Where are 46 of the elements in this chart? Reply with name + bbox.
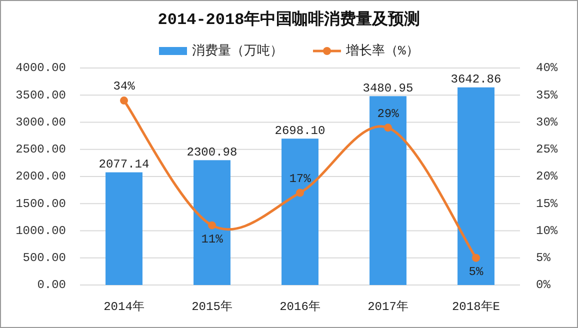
data-label: 3642.86 xyxy=(450,72,502,87)
point xyxy=(296,188,304,197)
y2-tick-label: 10% xyxy=(536,224,558,238)
point xyxy=(472,254,480,262)
y-tick-label: 1500.00 xyxy=(16,196,66,211)
x-tick-label: 2015年 xyxy=(192,300,232,314)
data-label: 2077.14 xyxy=(98,157,150,172)
y2-tick-label: 5% xyxy=(536,251,552,266)
y-tick-label: 2000.00 xyxy=(16,170,66,184)
bar xyxy=(194,160,230,285)
data-label: 11% xyxy=(201,232,224,246)
y-tick-label: 3000.00 xyxy=(16,115,66,130)
data-label: 5% xyxy=(468,265,484,280)
bar xyxy=(106,172,142,285)
chart-title: 2014-2018年中国咖啡消费量及预测 xyxy=(158,10,420,30)
x-tick-label: 2016年 xyxy=(280,300,320,314)
y-tick-label: 2500.00 xyxy=(16,142,66,157)
data-label: 2698.10 xyxy=(274,124,326,138)
bar xyxy=(370,96,406,285)
y2-tick-label: 20% xyxy=(536,170,558,184)
y-tick-label: 0.00 xyxy=(37,278,66,292)
y-tick-label: 1000.00 xyxy=(16,224,66,238)
y2-tick-label: 35% xyxy=(536,88,558,102)
y-tick-label: 500.00 xyxy=(22,251,66,266)
y2-tick-label: 25% xyxy=(536,142,558,157)
y-tick-label: 3500.00 xyxy=(16,88,66,102)
bar xyxy=(458,87,494,285)
point xyxy=(120,96,128,105)
x-tick-label: 2017年 xyxy=(368,300,408,314)
bar xyxy=(282,138,318,285)
legend-label: 消费量（万吨） xyxy=(192,43,283,58)
data-label: 3480.95 xyxy=(362,81,414,96)
y2-tick-label: 15% xyxy=(536,196,558,211)
point xyxy=(384,124,392,132)
data-label: 29% xyxy=(377,106,400,121)
data-label: 34% xyxy=(113,80,136,94)
data-label: 2300.98 xyxy=(186,145,238,160)
x-tick-label: 2018年E xyxy=(452,300,500,314)
y2-tick-label: 40% xyxy=(536,61,558,76)
y-tick-label: 4000.00 xyxy=(16,61,66,76)
y2-tick-label: 30% xyxy=(536,115,558,130)
x-tick-label: 2014年 xyxy=(104,300,144,314)
legend-label: 增长率（%） xyxy=(345,42,419,58)
y2-tick-label: 0% xyxy=(536,278,552,292)
point xyxy=(208,221,216,230)
data-label: 17% xyxy=(289,172,312,186)
